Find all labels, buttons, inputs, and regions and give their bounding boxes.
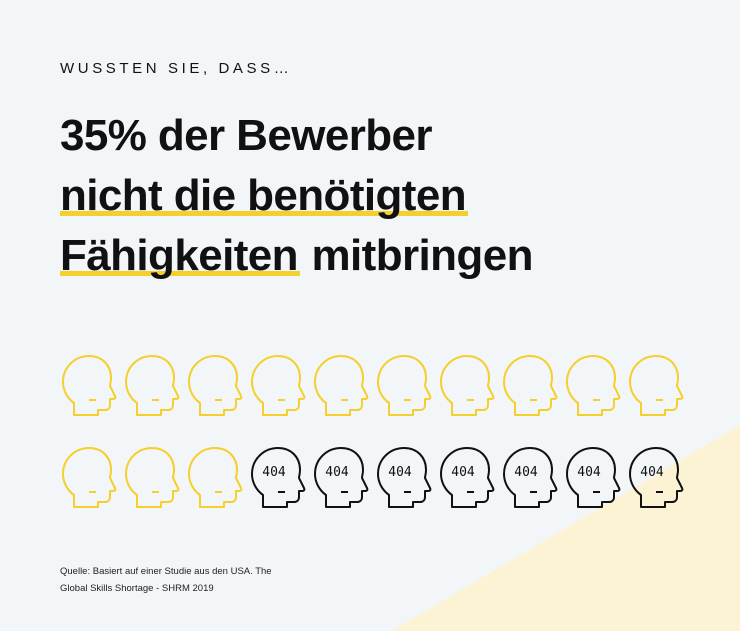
head-404-icon: 404 — [436, 442, 499, 534]
head-outline-icon — [121, 442, 184, 534]
error-code-label: 404 — [451, 465, 475, 480]
headline: 35% der Bewerber nicht die benötigten Fä… — [60, 106, 533, 286]
error-code-label: 404 — [640, 465, 664, 480]
head-outline-icon — [184, 442, 247, 534]
head-outline-icon — [499, 350, 562, 442]
head-outline-icon — [373, 350, 436, 442]
head-outline-icon — [184, 350, 247, 442]
eyebrow-text: WUSSTEN SIE, DASS… — [60, 60, 293, 77]
head-404-icon: 404 — [373, 442, 436, 534]
error-code-label: 404 — [388, 465, 412, 480]
source-line-1: Quelle: Basiert auf einer Studie aus den… — [60, 566, 272, 577]
error-code-label: 404 — [577, 465, 601, 480]
headline-line-3: Fähigkeiten mitbringen — [60, 226, 533, 286]
head-404-icon: 404 — [562, 442, 625, 534]
head-outline-icon — [58, 442, 121, 534]
head-outline-icon — [625, 350, 688, 442]
head-outline-icon — [562, 350, 625, 442]
headline-line-2: nicht die benötigten — [60, 166, 533, 226]
headline-highlight-2: Fähigkeiten — [60, 231, 300, 280]
error-code-label: 404 — [325, 465, 349, 480]
head-outline-icon — [247, 350, 310, 442]
head-404-icon: 404 — [625, 442, 688, 534]
headline-line-1: 35% der Bewerber — [60, 111, 433, 160]
head-outline-icon — [121, 350, 184, 442]
headline-highlight-1: nicht die benötigten — [60, 171, 468, 220]
error-code-label: 404 — [514, 465, 538, 480]
heads-grid: 404 404 404 404 404 404 404 — [58, 350, 688, 534]
head-outline-icon — [58, 350, 121, 442]
head-404-icon: 404 — [499, 442, 562, 534]
error-code-label: 404 — [262, 465, 286, 480]
source-line-2: Global Skills Shortage - SHRM 2019 — [60, 583, 214, 594]
head-404-icon: 404 — [310, 442, 373, 534]
head-outline-icon — [436, 350, 499, 442]
head-outline-icon — [310, 350, 373, 442]
headline-line-3-rest: mitbringen — [299, 231, 534, 280]
head-404-icon: 404 — [247, 442, 310, 534]
source-note: Quelle: Basiert auf einer Studie aus den… — [60, 563, 272, 597]
